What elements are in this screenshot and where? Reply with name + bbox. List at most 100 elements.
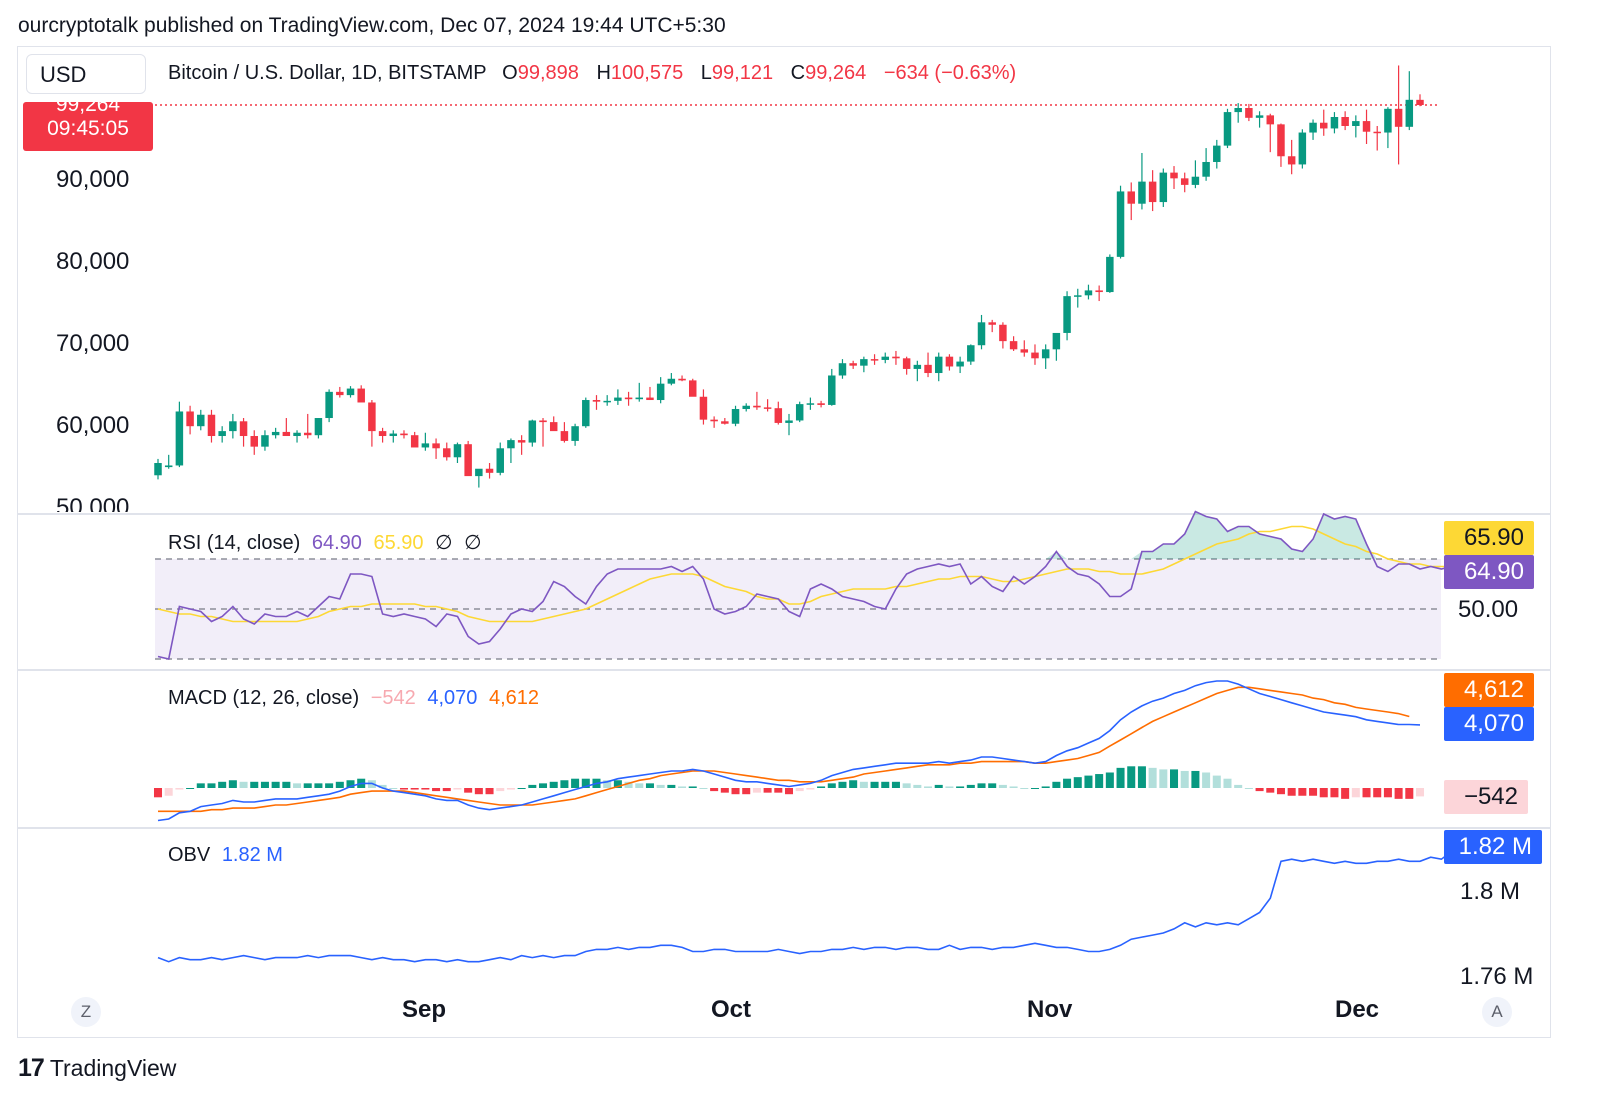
close-label: C [790, 62, 806, 84]
macd-hist-bar [688, 786, 697, 788]
macd-hist-bar [1180, 770, 1189, 788]
candle-body [785, 420, 793, 423]
macd-hist-bar [442, 788, 451, 792]
macd-hist-bar [934, 784, 943, 788]
candle-body [571, 426, 579, 441]
candle-body [1020, 349, 1029, 353]
price-pane [154, 65, 1440, 488]
macd-hist-bar [1020, 788, 1029, 789]
macd-hist-bar [1052, 781, 1061, 788]
macd-hist-value: −542 [370, 687, 416, 709]
tradingview-brand: TradingView [49, 1055, 177, 1081]
candle-body [1148, 181, 1157, 203]
price-tick-80000: 80,000 [56, 248, 130, 275]
candle-body [175, 411, 184, 466]
macd-hist-bar [1116, 767, 1125, 788]
macd-hist-bar [399, 788, 408, 790]
symbol-name[interactable]: Bitcoin / U.S. Dollar, 1D, BITSTAMP [168, 62, 487, 84]
macd-hist-bar [881, 781, 890, 788]
candle-body [485, 468, 494, 473]
macd-hist-bar [1234, 784, 1243, 788]
candle-body [1031, 352, 1039, 359]
macd-hist-bar [603, 780, 612, 788]
macd-hist-bar [1191, 770, 1200, 788]
candle-body [1063, 296, 1071, 333]
price-tick-70000: 70,000 [56, 330, 130, 357]
macd-hist-bar [1319, 788, 1328, 798]
auto-scale-button[interactable]: A [1482, 997, 1512, 1027]
candle-body [1009, 341, 1018, 350]
macd-hist-bar [346, 780, 355, 788]
candle-body [1127, 191, 1135, 204]
macd-hist-bar [998, 784, 1007, 788]
macd-hist-bar [817, 786, 826, 788]
candle-body [432, 443, 440, 449]
macd-hist-bar [913, 784, 922, 788]
rsi-value: 64.90 [311, 532, 362, 554]
macd-hist-bar [977, 783, 986, 788]
publish-header: ourcryptotalk published on TradingView.c… [18, 14, 726, 37]
macd-hist-bar [1009, 786, 1018, 788]
macd-hist-bar [988, 783, 997, 788]
candle-body [507, 440, 515, 449]
candle-body [1138, 181, 1146, 204]
rsi-empty-2: ∅ [464, 532, 482, 554]
macd-hist-bar [1287, 788, 1296, 796]
high-label: H [596, 62, 611, 84]
macd-hist-bar [1255, 788, 1264, 792]
macd-hist-bar [1041, 786, 1050, 788]
rsi-empty-1: ∅ [435, 532, 453, 554]
zoom-button[interactable]: Z [71, 997, 101, 1027]
macd-hist-bar [784, 788, 794, 795]
low-label: L [700, 62, 712, 84]
candle-body [934, 356, 943, 374]
candle-body [336, 391, 344, 396]
macd-hist-bar [528, 784, 537, 788]
currency-selector[interactable]: USD [26, 54, 146, 94]
rsi-line [157, 510, 1506, 660]
obv-line [157, 846, 1506, 963]
macd-hist-badge: −542 [1444, 780, 1528, 814]
macd-hist-bar [1063, 778, 1072, 788]
last-price-tag: 99,264 09:45:05 [23, 102, 153, 151]
candle-body [1277, 124, 1285, 157]
macd-hist-bar [1030, 788, 1039, 789]
macd-hist-bar [378, 784, 387, 788]
macd-hist-bar [464, 788, 473, 793]
candle-body [560, 431, 569, 441]
macd-hist-bar [849, 780, 858, 788]
macd-hist-bar [870, 781, 879, 788]
rsi-title: RSI (14, close) [168, 532, 301, 554]
candle-body [774, 408, 783, 423]
macd-hist-bar [891, 781, 900, 788]
candle-body [357, 388, 365, 403]
time-tick-sep: Sep [402, 996, 447, 1023]
macd-hist-bar [1170, 769, 1179, 788]
obv-legend: OBV 1.82 M [168, 844, 289, 867]
candle-body [250, 436, 258, 447]
macd-hist-bar [549, 781, 558, 788]
candle-body [1298, 132, 1307, 165]
candle-body [1320, 122, 1328, 129]
macd-hist-bar [827, 783, 836, 788]
macd-signal-badge: 4,612 [1444, 673, 1534, 707]
candle-body [154, 463, 162, 476]
candle-body [1202, 161, 1210, 177]
pane-separators [17, 513, 1551, 829]
macd-hist-bar [282, 781, 291, 788]
candle-body [378, 431, 387, 437]
candle-body [1287, 156, 1296, 165]
candle-body [1116, 191, 1125, 257]
change-value: −634 (−0.63%) [883, 62, 1017, 84]
candle-body [218, 431, 226, 437]
macd-hist-bar [624, 781, 633, 788]
candle-body [1373, 131, 1381, 134]
macd-hist-bar [1127, 766, 1136, 788]
candle-body [1362, 121, 1371, 132]
macd-title: MACD (12, 26, close) [168, 687, 360, 709]
macd-value: 4,070 [427, 687, 478, 709]
obv-tick-clip: 1.76 M [1444, 960, 1554, 984]
macd-hist-bar [752, 788, 761, 793]
macd-signal-value: 4,612 [488, 687, 540, 709]
